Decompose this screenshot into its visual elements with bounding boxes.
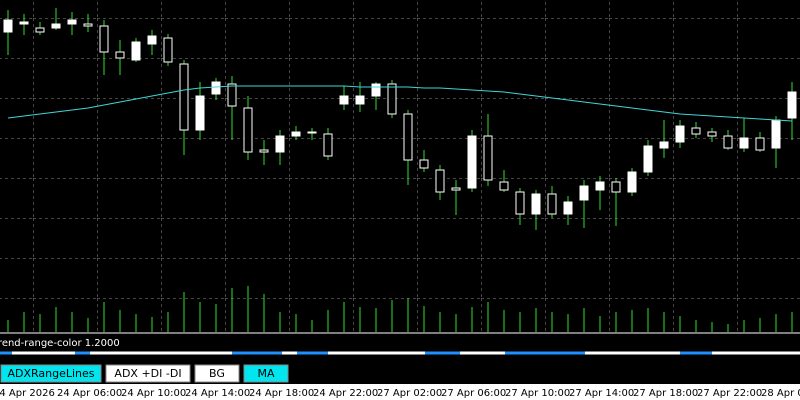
candle-body [563,201,573,215]
candle-body [771,119,781,149]
candle-body [467,135,477,189]
button-label[interactable]: BG [209,367,225,380]
time-label: 24 Apr 14:00 [185,388,250,399]
time-label: 28 Apr 02:00 [761,388,800,399]
button-label[interactable]: MA [257,367,274,380]
candle-body [355,95,365,105]
time-axis [0,384,800,400]
toggle-button[interactable] [105,364,191,383]
candle-body [83,23,93,27]
time-label: 24 Apr 06:00 [57,388,122,399]
candle-body [195,95,205,131]
candle-body [403,113,413,161]
time-label: 27 Apr 02:00 [377,388,442,399]
candle-body [211,81,221,95]
time-label: 27 Apr 14:00 [569,388,634,399]
candle-body [67,19,77,25]
candle-body [755,137,765,151]
candle-body [179,63,189,131]
toggle-button[interactable] [243,364,289,383]
indicator-label: trend-range-color 1.2000 [0,338,120,349]
time-label: 24 Apr 22:00 [313,388,378,399]
candle-body [243,107,253,153]
candle-body [131,41,141,61]
time-label: 27 Apr 10:00 [505,388,570,399]
candle-body [339,95,349,105]
time-label: 27 Apr 18:00 [633,388,698,399]
candle-body [3,19,13,33]
candle-body [147,35,157,45]
time-label: 27 Apr 06:00 [441,388,506,399]
candle-body [99,25,109,53]
candle-body [787,91,797,119]
candle-body [259,149,269,153]
candle-body [35,27,45,33]
candle-body [595,181,605,191]
candle-body [419,159,429,169]
candle-body [483,135,493,181]
time-label: 24 Apr 18:00 [249,388,314,399]
button-label[interactable]: ADX +DI -DI [114,367,181,380]
toggle-button[interactable] [194,364,240,383]
candle-body [227,83,237,107]
candle-body [499,181,509,191]
candle-body [51,23,61,29]
candle-body [707,131,717,137]
button-label[interactable]: ADXRangeLines [7,367,94,380]
candle-body [659,141,669,149]
candle-body [19,21,29,25]
candle-body [723,135,733,149]
time-label: 24 Apr 10:00 [121,388,186,399]
candle-body [323,133,333,157]
candle-body [739,137,749,149]
candle-body [307,131,317,134]
time-label: 24 Apr 2026 [0,388,55,399]
candle-body [163,37,173,63]
candle-body [579,185,589,201]
candle-body [611,181,621,193]
candle-body [675,125,685,143]
toggle-button[interactable] [0,364,102,383]
candle-body [371,83,381,97]
candle-body [291,131,301,137]
candle-body [531,193,541,215]
candle-body [627,171,637,193]
candle-body [435,169,445,193]
time-label: 27 Apr 22:00 [697,388,762,399]
candle-body [275,135,285,153]
candle-body [387,83,397,115]
candle-body [643,145,653,173]
candle-body [515,191,525,215]
candle-body [451,187,461,191]
candle-body [691,127,701,135]
candle-body [547,193,557,215]
candle-body [115,51,125,59]
moving-average [7,85,793,122]
